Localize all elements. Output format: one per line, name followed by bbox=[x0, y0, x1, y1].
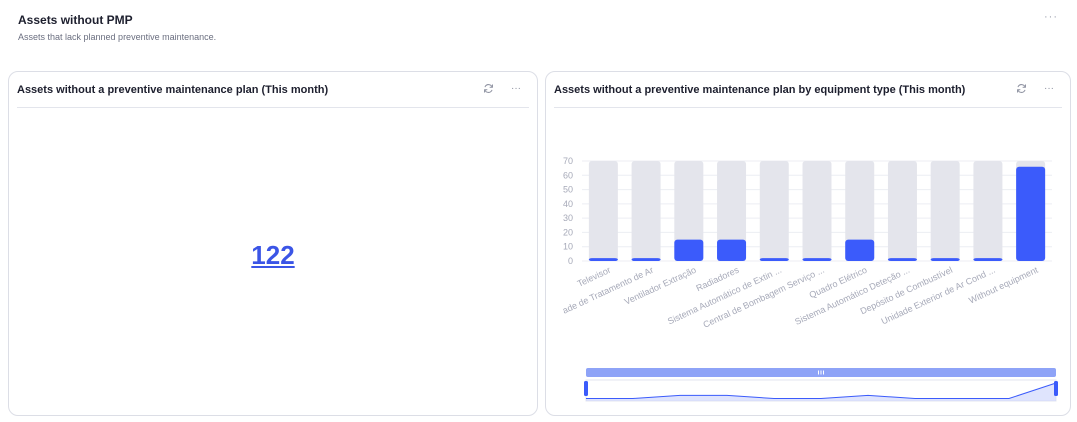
card-menu-button[interactable]: ··· bbox=[1044, 82, 1054, 94]
y-tick-label: 20 bbox=[563, 227, 573, 237]
bar-background bbox=[588, 161, 618, 261]
zoom-handle-left bbox=[584, 381, 588, 396]
bar bbox=[887, 258, 917, 261]
bar-background bbox=[887, 161, 917, 261]
refresh-icon[interactable] bbox=[481, 81, 495, 95]
bar-background bbox=[631, 161, 661, 261]
refresh-icon[interactable] bbox=[1014, 81, 1028, 95]
y-tick-label: 30 bbox=[563, 213, 573, 223]
zoom-line bbox=[586, 382, 1057, 399]
bar bbox=[802, 258, 832, 261]
card-header: Assets without a preventive maintenance … bbox=[554, 72, 1062, 108]
bar-background bbox=[973, 161, 1003, 261]
y-tick-label: 70 bbox=[563, 156, 573, 166]
y-tick-label: 10 bbox=[563, 242, 573, 252]
y-tick-label: 60 bbox=[563, 170, 573, 180]
bar-background bbox=[930, 161, 960, 261]
y-tick-label: 40 bbox=[563, 199, 573, 209]
card-header: Assets without a preventive maintenance … bbox=[17, 72, 529, 108]
bar-background bbox=[759, 161, 789, 261]
bar-background bbox=[845, 161, 875, 261]
card-title: Assets without a preventive maintenance … bbox=[554, 84, 966, 96]
bar-background bbox=[717, 161, 747, 261]
kpi-card: Assets without a preventive maintenance … bbox=[8, 71, 538, 416]
bar bbox=[588, 258, 618, 261]
section-title: Assets without PMP bbox=[18, 13, 133, 27]
x-tick-label: Ventilador Extração bbox=[623, 265, 698, 307]
bar bbox=[930, 258, 960, 261]
bar-background bbox=[802, 161, 832, 261]
section-subtitle: Assets that lack planned preventive main… bbox=[18, 32, 217, 42]
bar bbox=[1016, 166, 1046, 261]
zoom-area bbox=[586, 383, 1056, 401]
bar-background bbox=[674, 161, 704, 261]
card-actions: ··· bbox=[1014, 81, 1056, 95]
zoom-handle-right bbox=[1054, 381, 1058, 396]
bar bbox=[845, 239, 875, 261]
chart-card: Assets without a preventive maintenance … bbox=[545, 71, 1071, 416]
bar bbox=[759, 258, 789, 261]
kpi-value[interactable]: 122 bbox=[251, 240, 295, 270]
section-header: Assets without PMP Assets that lack plan… bbox=[18, 11, 1058, 42]
section-menu-button[interactable]: ··· bbox=[1044, 11, 1058, 23]
bar bbox=[973, 258, 1003, 261]
card-menu-button[interactable]: ··· bbox=[511, 82, 521, 94]
y-tick-label: 0 bbox=[568, 256, 573, 266]
card-actions: ··· bbox=[481, 81, 523, 95]
y-tick-label: 50 bbox=[563, 185, 573, 195]
bar bbox=[631, 258, 661, 261]
bar bbox=[674, 239, 704, 261]
card-title: Assets without a preventive maintenance … bbox=[17, 84, 329, 96]
bar bbox=[717, 239, 747, 261]
